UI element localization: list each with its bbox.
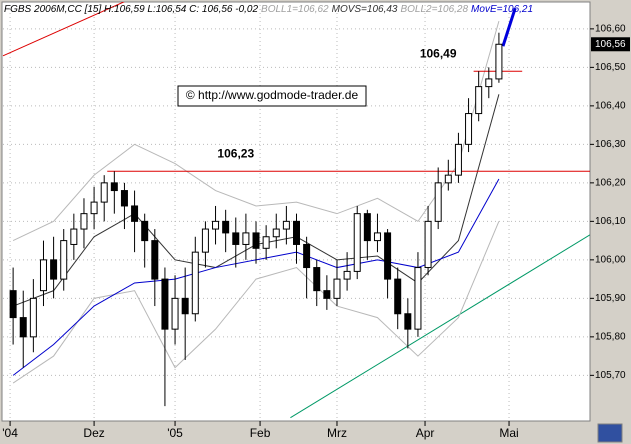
candle-body [131, 205, 139, 222]
candle-body [414, 267, 422, 330]
candle-body [39, 259, 47, 292]
trendline [501, 8, 517, 47]
y-tick-label: 106,00 [595, 254, 626, 265]
y-tick-label: 106,10 [595, 216, 626, 227]
y-tick-label: 106,40 [595, 101, 626, 112]
x-tick-label: Mai [499, 426, 518, 440]
candle-body [242, 232, 250, 245]
candle-body [252, 232, 260, 249]
copyright: © http://www.godmode-trader.de [186, 88, 359, 102]
candle-body [50, 259, 58, 280]
candle-body [394, 278, 402, 315]
candle-body [333, 278, 341, 299]
y-tick-label: 106,30 [595, 139, 626, 150]
candle-body [100, 182, 108, 203]
level-label: 106,23 [217, 146, 254, 160]
corner-icon[interactable] [597, 423, 623, 443]
candle-body [293, 220, 300, 245]
candle-body [161, 278, 169, 330]
candle-body [141, 220, 149, 242]
indicator-line [12, 21, 500, 242]
x-tick-label: Dez [83, 426, 104, 440]
y-tick-label: 106,20 [595, 177, 626, 188]
trendline [290, 234, 590, 419]
candle-body [363, 213, 371, 242]
last-price-label: 106,56 [595, 39, 626, 50]
candle-body [444, 174, 452, 184]
header-part: MovE=106,21 [471, 4, 533, 15]
candle-body [90, 201, 98, 215]
x-tick-label: '05 [167, 426, 183, 440]
x-tick-label: '04 [2, 426, 18, 440]
candle-body [171, 297, 179, 330]
candle-body [424, 220, 432, 269]
last-price-box [591, 37, 630, 52]
candle-body [313, 267, 321, 292]
y-tick-label: 106,60 [595, 24, 626, 35]
y-tick-label: 105,70 [595, 370, 626, 381]
candle-body [262, 236, 270, 249]
level-label: 106,49 [420, 46, 457, 60]
candle-body [70, 228, 78, 245]
candle-body [29, 297, 37, 338]
indicator-line [12, 221, 500, 384]
y-tick-label: 106,50 [595, 62, 626, 73]
x-tick-label: Mrz [327, 426, 347, 440]
candle-body [212, 220, 220, 230]
candle-body [404, 313, 412, 330]
candle-body [384, 232, 392, 280]
candle-body [80, 213, 88, 230]
candle-body [191, 251, 199, 315]
candle-body [282, 220, 290, 230]
candle-body [232, 232, 240, 245]
candle-body [120, 190, 128, 207]
candle-body [373, 232, 381, 242]
candle-body [495, 43, 503, 80]
candle-body [151, 240, 159, 280]
header: FGBS 2006M,CC [15] H:106,59 L:106,54 C: … [4, 4, 533, 15]
x-tick-label: Feb [250, 426, 271, 440]
candle-body [353, 213, 361, 272]
y-tick-label: 105,80 [595, 331, 626, 342]
plot-area [1, 1, 591, 422]
candle-body [60, 240, 68, 280]
candle-body [272, 228, 280, 238]
trendline [2, 2, 125, 57]
candle-body [181, 297, 189, 315]
candle-body [9, 290, 17, 319]
header-part: MOVS=106,43 [332, 4, 398, 15]
candle-body [434, 182, 442, 222]
header-part: FGBS 2006M,CC [15] H:106,59 L:106,54 C: … [4, 4, 258, 15]
candle-body [110, 182, 118, 192]
header-part: BOLL1=106,62 [261, 4, 329, 15]
candle-body [343, 270, 351, 280]
candle-body [454, 143, 462, 176]
candle-body [323, 290, 331, 299]
x-tick-label: Apr [416, 426, 435, 440]
y-tick-label: 105,90 [595, 293, 626, 304]
candle-body [201, 228, 209, 253]
plot [2, 2, 590, 420]
copyright-box [177, 85, 367, 107]
candle-body [475, 86, 483, 115]
candle-body [465, 113, 473, 145]
candle-body [485, 78, 493, 88]
candle-body [303, 243, 311, 269]
candle-body [222, 220, 230, 234]
candle-body [19, 317, 27, 338]
header-part: BOLL2=106,28 [400, 4, 468, 15]
